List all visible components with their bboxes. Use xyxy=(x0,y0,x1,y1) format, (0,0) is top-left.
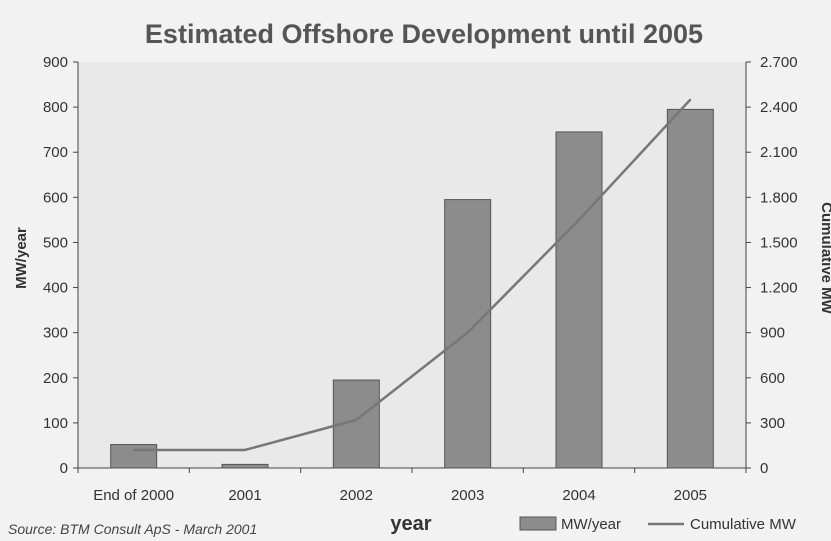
y-tick-label: 900 xyxy=(43,54,68,71)
y-tick-label: 500 xyxy=(43,234,68,251)
point-cumulative-mw xyxy=(244,449,246,451)
y-tick-label: 700 xyxy=(43,144,68,161)
point-cumulative-mw xyxy=(467,332,469,334)
legend-swatch-mw-year xyxy=(520,517,556,530)
point-cumulative-mw xyxy=(133,449,135,451)
x-tick-label: 2002 xyxy=(340,487,373,504)
y-tick-label: 100 xyxy=(43,415,68,432)
y2-axis-title: Cumulative MW xyxy=(818,202,831,315)
y2-tick-label: 1.800 xyxy=(760,189,798,206)
chart-title: Estimated Offshore Development until 200… xyxy=(145,19,703,49)
x-tick-label: 2003 xyxy=(451,487,484,504)
y-tick-label: 400 xyxy=(43,280,68,297)
x-tick-label: End of 2000 xyxy=(93,487,174,504)
y2-tick-label: 300 xyxy=(760,415,785,432)
y2-tick-label: 2.100 xyxy=(760,144,798,161)
x-tick-label: 2005 xyxy=(674,487,707,504)
y2-tick-label: 2.400 xyxy=(760,99,798,116)
plot-area: 0 100 200 300 400 500 600 700 800 900 0 300 600 900 1.… xyxy=(43,54,798,504)
y2-tick-label: 900 xyxy=(760,325,785,342)
plot-background xyxy=(78,62,746,468)
y-tick-label: 800 xyxy=(43,99,68,116)
y2-tick-label: 1.500 xyxy=(760,234,798,251)
y-tick-label: 200 xyxy=(43,370,68,387)
y-axis-title: MW/year xyxy=(13,227,30,289)
point-cumulative-mw xyxy=(690,99,692,101)
point-cumulative-mw xyxy=(356,419,358,421)
y2-tick-label: 0 xyxy=(760,460,768,477)
y2-tick-label: 2.700 xyxy=(760,54,798,71)
x-axis-title: year xyxy=(390,513,431,535)
x-tick-label: 2001 xyxy=(228,487,261,504)
source-note: Source: BTM Consult ApS - March 2001 xyxy=(8,521,257,537)
bar-mw-year xyxy=(667,109,713,468)
x-tick-label: 2004 xyxy=(562,487,595,504)
legend: MW/year Cumulative MW xyxy=(520,516,797,533)
y2-tick-label: 1.200 xyxy=(760,280,798,297)
legend-label-cumulative-mw: Cumulative MW xyxy=(690,516,797,533)
bar-mw-year xyxy=(111,445,157,468)
y-tick-label: 0 xyxy=(60,460,68,477)
legend-label-mw-year: MW/year xyxy=(561,516,621,533)
y-tick-label: 600 xyxy=(43,189,68,206)
bar-mw-year xyxy=(556,132,602,468)
y-tick-label: 300 xyxy=(43,325,68,342)
y2-tick-label: 600 xyxy=(760,370,785,387)
bar-mw-year xyxy=(222,464,268,468)
point-cumulative-mw xyxy=(578,219,580,221)
